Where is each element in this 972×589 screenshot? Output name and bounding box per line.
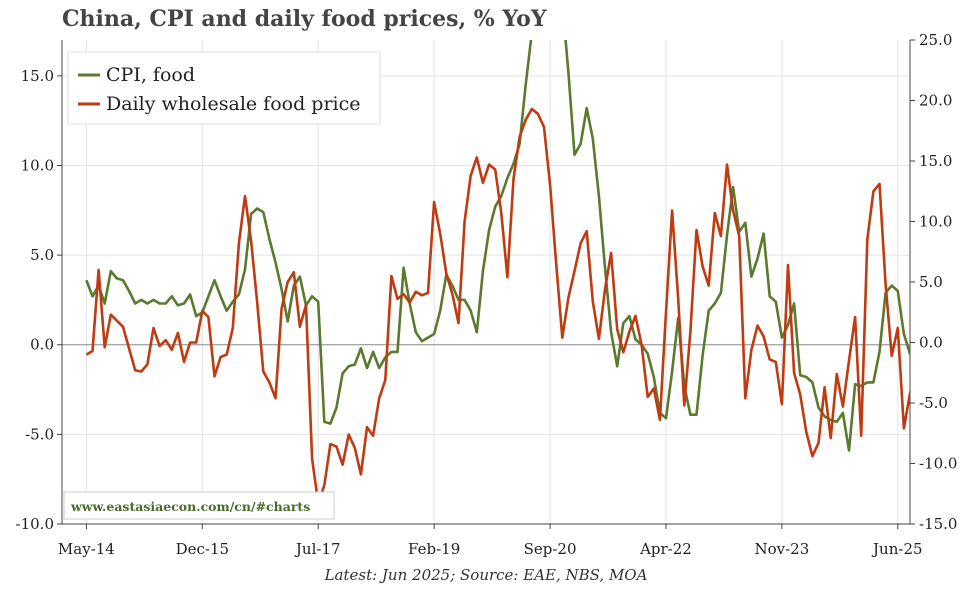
right-tick-label: -15.0 bbox=[919, 515, 957, 533]
legend-label-cpi-food: CPI, food bbox=[106, 64, 195, 86]
x-axis-ticks: May-14 Dec-15 Jul-17 Feb-19 Sep-20 Apr-22 Nov-… bbox=[58, 524, 923, 558]
right-tick-label: 25.0 bbox=[919, 31, 952, 49]
x-tick-label: Feb-19 bbox=[408, 540, 460, 558]
left-tick-label: 5.0 bbox=[30, 246, 54, 264]
series bbox=[85, 40, 910, 505]
legend-label-wholesale: Daily wholesale food price bbox=[106, 93, 361, 115]
x-tick-label: Apr-22 bbox=[639, 540, 692, 558]
right-tick-label: 20.0 bbox=[919, 92, 952, 110]
legend-box bbox=[67, 51, 381, 125]
right-tick-label: -5.0 bbox=[919, 394, 948, 412]
watermark-box bbox=[63, 491, 335, 520]
x-tick-label: Sep-20 bbox=[524, 540, 577, 558]
right-tick-label: 15.0 bbox=[919, 152, 952, 170]
left-tick-label: -5.0 bbox=[25, 425, 54, 443]
watermark-text: www.eastasiaecon.com/cn/#charts bbox=[70, 499, 310, 514]
left-axis-ticks: -10.0 -5.0 0.0 5.0 10.0 15.0 bbox=[16, 67, 62, 533]
left-tick-label: 0.0 bbox=[30, 336, 54, 354]
left-tick-label: 10.0 bbox=[21, 156, 54, 174]
chart-title: China, CPI and daily food prices, % YoY bbox=[62, 6, 547, 32]
right-axis-ticks: -15.0 -10.0 -5.0 0.0 5.0 10.0 15.0 20.0 25.0 bbox=[910, 31, 957, 533]
x-tick-label: May-14 bbox=[58, 540, 115, 558]
x-tick-label: Jul-17 bbox=[294, 540, 341, 558]
right-tick-label: -10.0 bbox=[919, 455, 957, 473]
watermark: www.eastasiaecon.com/cn/#charts bbox=[63, 491, 335, 520]
x-tick-label: Dec-15 bbox=[176, 540, 229, 558]
x-tick-label: Nov-23 bbox=[754, 540, 809, 558]
left-tick-label: -10.0 bbox=[16, 515, 54, 533]
legend: CPI, food Daily wholesale food price bbox=[67, 51, 381, 125]
left-tick-label: 15.0 bbox=[21, 67, 54, 85]
x-tick-label: Jun-25 bbox=[871, 540, 923, 558]
footnote: Latest: Jun 2025; Source: EAE, NBS, MOA bbox=[324, 566, 648, 584]
right-tick-label: 5.0 bbox=[919, 273, 943, 291]
right-tick-label: 10.0 bbox=[919, 213, 952, 231]
series-line-wholesale bbox=[85, 107, 910, 505]
right-tick-label: 0.0 bbox=[919, 334, 943, 352]
